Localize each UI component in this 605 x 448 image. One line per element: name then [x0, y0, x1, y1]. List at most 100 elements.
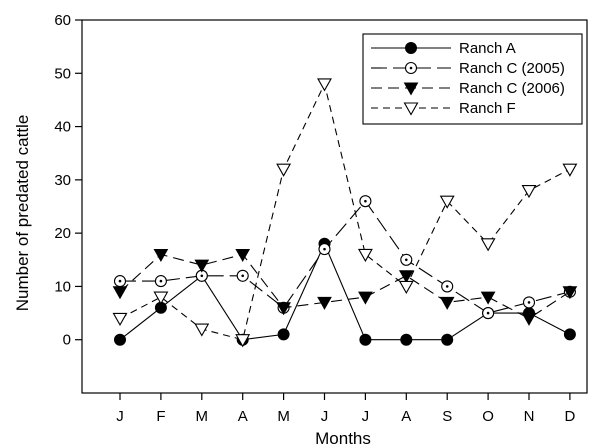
legend-label: Ranch C (2005)	[459, 60, 565, 77]
data-point	[439, 296, 455, 310]
series-line	[119, 253, 571, 320]
data-point	[153, 248, 169, 262]
marker-triangle	[276, 163, 292, 177]
data-point	[154, 275, 167, 288]
data-point	[194, 323, 210, 337]
marker-circle	[359, 333, 372, 346]
marker-dot	[118, 279, 122, 283]
x-tick-label: D	[564, 408, 575, 425]
data-point	[235, 334, 251, 348]
y-tick-label: 40	[54, 119, 71, 136]
data-point	[521, 184, 537, 199]
marker-circle	[563, 328, 576, 341]
data-point	[358, 291, 373, 305]
data-point	[153, 291, 169, 305]
legend-marker	[403, 82, 419, 96]
data-point	[521, 312, 537, 326]
data-point	[563, 328, 576, 341]
legend-marker	[403, 102, 419, 116]
marker-dot	[445, 285, 449, 288]
y-tick-label: 0	[63, 332, 71, 349]
data-point	[562, 163, 578, 177]
x-tick-label: M	[196, 408, 209, 425]
series-ranch-f	[112, 78, 578, 348]
legend-entry: Ranch C (2006)	[371, 80, 565, 97]
series-ranch-c-2006	[112, 248, 578, 326]
y-tick-label: 50	[54, 65, 71, 82]
marker-dot	[409, 66, 413, 70]
plot-frame	[81, 19, 588, 394]
marker-triangle	[480, 291, 496, 305]
data-point	[441, 333, 454, 346]
series-line	[119, 242, 571, 341]
marker-triangle	[317, 296, 332, 310]
data-point	[562, 286, 578, 300]
marker-triangle	[358, 291, 373, 305]
marker-triangle	[235, 334, 251, 348]
marker-dot	[527, 301, 531, 304]
marker-dot	[159, 279, 163, 283]
marker-triangle	[562, 163, 578, 177]
marker-circle	[114, 333, 126, 346]
marker-triangle	[112, 312, 128, 327]
y-tick-label: 20	[54, 225, 71, 242]
marker-triangle	[153, 248, 169, 262]
marker-triangle	[398, 280, 414, 295]
y-tick-label: 10	[54, 278, 71, 295]
legend-marker	[404, 61, 418, 75]
x-tick-label: J	[116, 408, 124, 425]
marker-dot	[364, 199, 367, 203]
legend-label: Ranch F	[459, 100, 516, 117]
data-point	[359, 195, 372, 208]
y-tick-label: 30	[54, 172, 71, 189]
marker-circle	[277, 328, 290, 341]
data-point	[112, 286, 128, 300]
marker-triangle	[439, 296, 455, 310]
x-tick-label: A	[238, 408, 248, 425]
legend: Ranch A Ranch C (2005) Ranch C (2006) Ranch…	[362, 33, 583, 125]
legend-box	[362, 33, 583, 125]
data-point	[317, 78, 332, 92]
marker-triangle	[398, 270, 414, 284]
marker-triangle	[439, 195, 455, 209]
marker-circle	[400, 333, 413, 346]
x-tick-label: A	[401, 408, 411, 425]
x-axis-title: Months	[315, 429, 371, 448]
legend-label: Ranch C (2006)	[459, 80, 565, 97]
legend-entry: Ranch F	[371, 100, 516, 117]
data-point	[236, 269, 249, 282]
data-point	[114, 333, 126, 346]
data-point	[318, 243, 331, 256]
marker-triangle	[153, 291, 169, 305]
data-point	[359, 333, 372, 346]
marker-triangle	[357, 248, 373, 263]
marker-triangle	[562, 286, 578, 300]
data-point	[317, 296, 332, 310]
x-tick-label: M	[277, 408, 290, 425]
x-tick-label: J	[321, 408, 329, 425]
data-point	[439, 195, 455, 209]
marker-triangle	[521, 312, 537, 326]
marker-circle	[405, 42, 417, 54]
data-point	[112, 312, 128, 327]
marker-dot	[200, 274, 204, 278]
marker-dot	[323, 247, 326, 251]
data-point	[277, 328, 290, 341]
series-ranch-c-2005	[113, 195, 576, 320]
marker-triangle	[403, 102, 419, 116]
data-point	[522, 296, 536, 309]
x-tick-label: J	[362, 408, 370, 425]
data-point	[480, 238, 496, 252]
data-point	[276, 163, 292, 177]
y-axis-ticks: 0 10 20 30 40 50 60	[54, 12, 82, 349]
x-tick-label: F	[156, 408, 165, 425]
legend-entry: Ranch C (2005)	[371, 60, 565, 77]
marker-triangle	[317, 78, 332, 92]
data-point	[235, 248, 251, 262]
series-layer	[112, 78, 578, 348]
data-point	[357, 248, 373, 263]
marker-circle	[441, 333, 454, 346]
marker-dot	[486, 311, 490, 315]
